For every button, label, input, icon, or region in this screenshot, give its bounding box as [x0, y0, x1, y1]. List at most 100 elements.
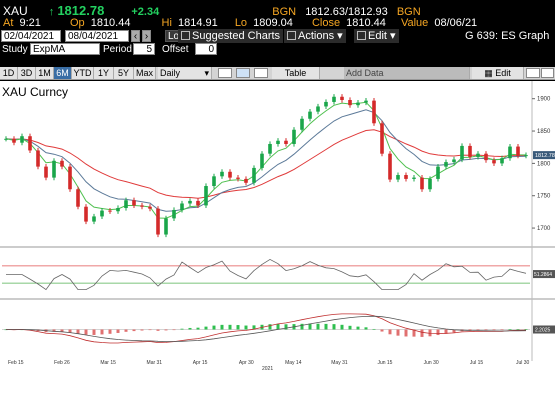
last-price-tag-label: 1812.78 [535, 153, 555, 159]
price-tick-label: 1700 [537, 226, 551, 232]
candle-body [508, 146, 512, 159]
candle-body [196, 200, 200, 206]
table-button[interactable]: Table [272, 67, 320, 79]
candle-body [516, 146, 520, 156]
macd-histogram-bar [148, 329, 152, 331]
at-label: At [3, 17, 14, 29]
candle-body [4, 138, 8, 140]
actions-button[interactable]: Actions ▾ [284, 29, 346, 43]
chart-type-icon[interactable] [236, 68, 250, 78]
candle-body [452, 159, 456, 163]
candle-body [156, 208, 160, 235]
macd-histogram-bar [348, 325, 352, 330]
x-tick-label: Jun 30 [424, 360, 439, 366]
edit-button[interactable]: Edit ▾ [354, 29, 399, 43]
edit-chart-button[interactable]: ▦ Edit Chart [472, 67, 524, 90]
actions-label: Actions [298, 30, 335, 42]
candle-body [340, 96, 344, 100]
candle-body [220, 171, 224, 177]
x-tick-label: Jul 15 [470, 360, 484, 366]
help-icon[interactable] [541, 68, 554, 78]
candle-body [324, 101, 328, 107]
macd-histogram-bar [212, 325, 216, 330]
price-tick-label: 1900 [537, 97, 551, 103]
low-label: Lo [234, 17, 248, 29]
x-tick-label: Mar 15 [100, 360, 116, 366]
prev-period-button[interactable]: ‹ [131, 30, 140, 42]
macd-histogram-bar [300, 323, 304, 330]
end-date-field[interactable]: 08/04/2021 [65, 30, 129, 42]
bgn-label: BGN [272, 6, 297, 18]
macd-histogram-bar [228, 324, 232, 330]
value-date-label: Value [400, 17, 429, 29]
macd-histogram-bar [108, 329, 112, 334]
candle-body [484, 153, 488, 161]
x-tick-label: Mar 31 [147, 360, 163, 366]
range-6m[interactable]: 6M [54, 67, 72, 79]
candle-body [364, 100, 368, 103]
chevron-down-icon: ▾ [204, 68, 209, 78]
macd-histogram-bar [236, 325, 240, 330]
macd-tag-label: 2.2025 [535, 328, 551, 334]
bid-ask: 1812.63/1812.93 [305, 6, 388, 18]
zoom-icon[interactable] [254, 68, 268, 78]
macd-histogram-bar [252, 325, 256, 330]
macd-histogram-bar [476, 329, 480, 331]
range-1m[interactable]: 1M [36, 67, 54, 79]
candle-body [444, 162, 448, 167]
open-value: 1810.44 [90, 17, 131, 29]
range-1y[interactable]: 1Y [94, 67, 114, 79]
frequency-select[interactable]: Daily ▾ [158, 67, 212, 79]
price-tick-label: 1850 [537, 129, 551, 135]
macd-histogram-bar [284, 324, 288, 330]
macd-histogram-bar [340, 324, 344, 330]
price-chart[interactable]: 1900 1850 1800 1750 1700 1812.78 51.2864 2.2025… [0, 81, 555, 400]
range-5y[interactable]: 5Y [114, 67, 134, 79]
draw-tool-icon[interactable] [218, 68, 232, 78]
candle-body [356, 102, 360, 106]
macd-histogram-bar [412, 329, 416, 337]
chart-area: 1900 1850 1800 1750 1700 1812.78 51.2864 2.2025… [0, 81, 555, 400]
x-tick-label: May 31 [331, 360, 348, 366]
range-3d[interactable]: 3D [18, 67, 36, 79]
candle-body [124, 200, 128, 209]
macd-histogram-bar [484, 329, 488, 331]
candle-body [524, 155, 528, 157]
offset-field[interactable]: 0 [195, 43, 217, 55]
candle-body [468, 145, 472, 157]
price-change: +2.34 [131, 6, 160, 18]
macd-histogram-bar [52, 329, 56, 332]
add-data-field[interactable]: Add Data [344, 67, 470, 79]
range-ytd[interactable]: YTD [72, 67, 94, 79]
macd-histogram-bar [76, 329, 80, 334]
candle-body [132, 200, 136, 206]
x-tick-label: Jul 30 [516, 360, 530, 366]
range-max[interactable]: Max [134, 67, 156, 79]
macd-histogram-bar [508, 329, 512, 330]
start-date-field[interactable]: 02/04/2021 [1, 30, 61, 42]
suggested-charts-label: Suggested Charts [192, 30, 281, 42]
x-tick-label: Apr 15 [193, 360, 208, 366]
close-label: Close [311, 17, 341, 29]
next-period-button[interactable]: › [142, 30, 151, 42]
quote-line-1: XAU ↑ 1812.78 +2.34 BGN 1812.63/1812.93 … [3, 3, 421, 18]
candle-body [92, 216, 96, 222]
study-select[interactable]: ExpMA [30, 43, 100, 55]
macd-histogram-bar [116, 329, 120, 333]
suggested-charts-button[interactable]: Suggested Charts [178, 29, 284, 43]
macd-histogram-bar [444, 329, 448, 334]
candle-body [412, 177, 416, 179]
macd-histogram-bar [132, 329, 136, 332]
macd-histogram-bar [380, 329, 384, 332]
macd-histogram-bar [356, 326, 360, 330]
macd-line [5, 313, 527, 344]
x-tick-label: May 14 [285, 360, 302, 366]
range-1d[interactable]: 1D [0, 67, 18, 79]
period-field[interactable]: 5 [133, 43, 155, 55]
macd-histogram-bar [308, 323, 312, 330]
candle-body [172, 209, 176, 219]
settings-icon[interactable] [526, 68, 540, 78]
candle-body [420, 177, 424, 190]
candle-body [236, 177, 240, 179]
high-label: Hi [161, 17, 172, 29]
